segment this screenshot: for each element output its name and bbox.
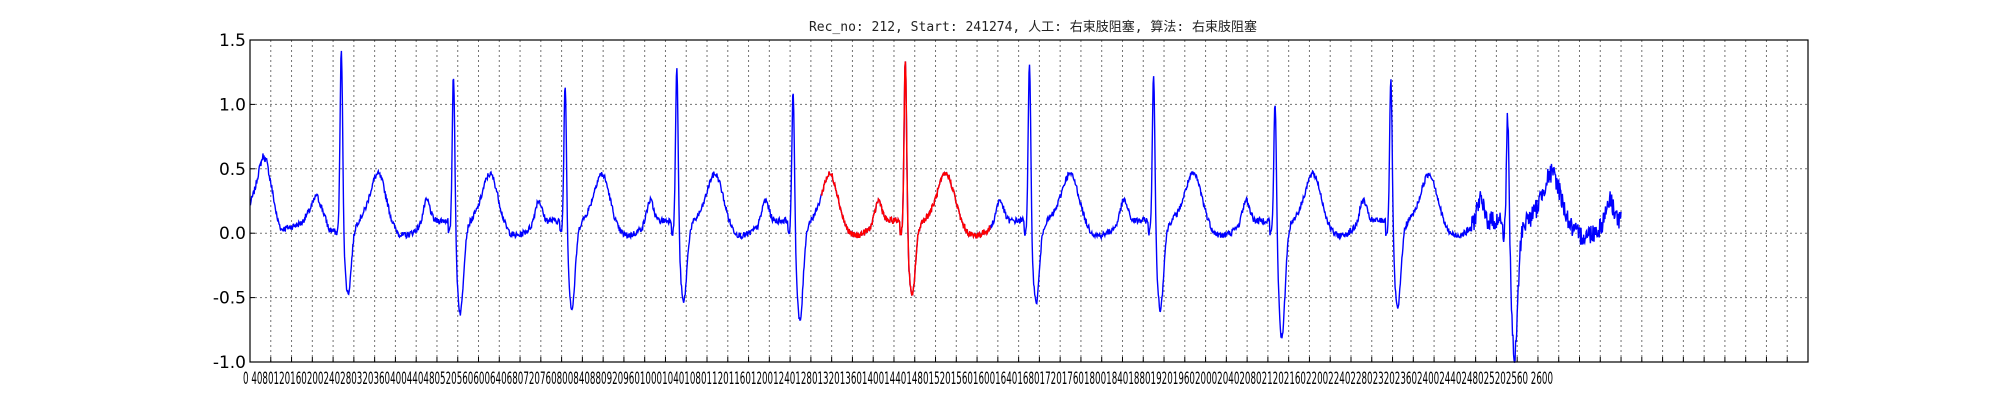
series-layer — [249, 50, 1622, 363]
y-tick-label: -0.5 — [213, 289, 246, 309]
y-tick-label: 1.5 — [219, 31, 246, 51]
ecg-highlight-segment — [820, 61, 991, 297]
y-tick-label: 1.0 — [219, 95, 246, 115]
plot-frame — [249, 39, 1809, 363]
x-axis — [249, 357, 1809, 362]
y-tick-label: 0.0 — [219, 224, 246, 244]
y-axis: 1.5 1.0 0.5 0.0 -0.5 -1.0 — [213, 31, 255, 373]
x-axis-tick-labels: 0 40801201602002402803203604004404805205… — [243, 369, 1553, 389]
y-tick-label: -1.0 — [213, 353, 246, 373]
chart-title: Rec_no: 212, Start: 241274, 人工: 右束肢阻塞, 算… — [809, 19, 1257, 35]
y-tick-label: 0.5 — [219, 160, 246, 180]
